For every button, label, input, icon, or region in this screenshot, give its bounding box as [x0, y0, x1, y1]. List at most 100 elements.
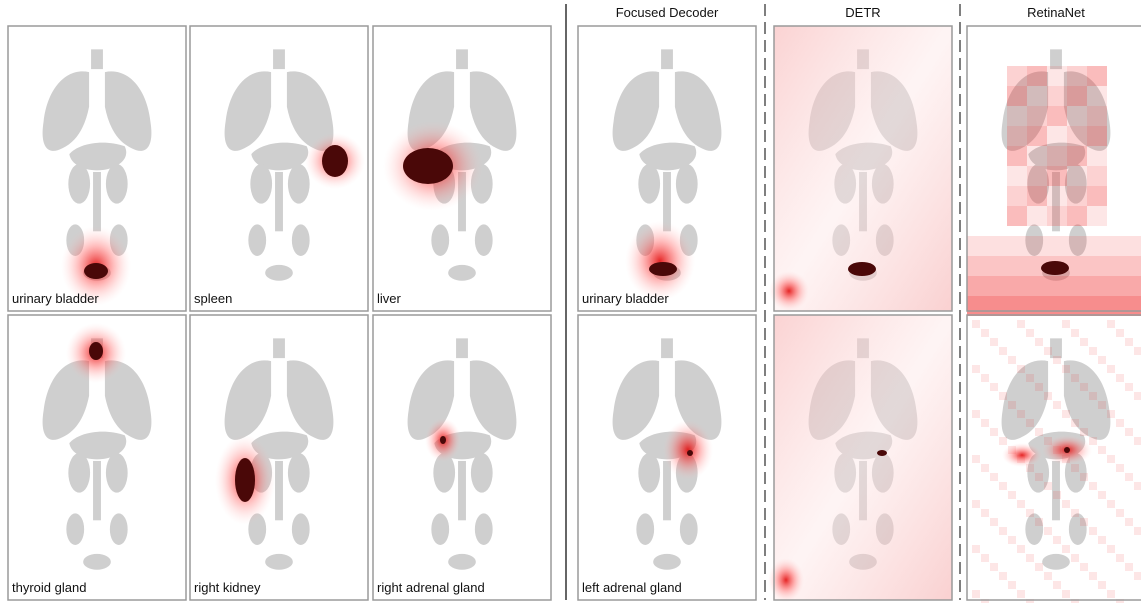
attention-cell [1047, 66, 1067, 86]
attention-cell [1067, 146, 1087, 166]
attention-cell [1008, 491, 1016, 499]
attention-cell [1067, 256, 1087, 276]
attention-cell [1047, 236, 1067, 256]
panel-label: thyroid gland [12, 580, 86, 595]
attention-cell [1062, 320, 1070, 328]
attention-cell [987, 296, 1007, 316]
attention-cell [1027, 126, 1047, 146]
attention-cell [1071, 509, 1079, 517]
attention-cell [1035, 518, 1043, 526]
attention-cell [1027, 256, 1047, 276]
attention-cell [1080, 518, 1088, 526]
panel-label: right kidney [194, 580, 261, 595]
panel: spleen [189, 25, 369, 312]
attention-cell [1007, 126, 1027, 146]
attention-cell [987, 236, 1007, 256]
attention-cell [1087, 86, 1107, 106]
attention-cell [1047, 166, 1067, 186]
attention-cell [1027, 66, 1047, 86]
attention-cell [1087, 276, 1107, 296]
attention-cell [967, 296, 987, 316]
attention-cell [1089, 572, 1097, 580]
attention-cell [1098, 401, 1106, 409]
organ [848, 262, 876, 276]
attention-cell [981, 509, 989, 517]
attention-cell [1017, 320, 1025, 328]
attention-cell [990, 518, 998, 526]
column-header: RetinaNet [1027, 5, 1085, 20]
attention-cell [1026, 509, 1034, 517]
attention-cell [999, 572, 1007, 580]
attention-cell [1047, 106, 1067, 126]
attention-cell [1107, 410, 1115, 418]
attention-cell [1044, 572, 1052, 580]
attention-cell [1067, 66, 1087, 86]
attention-cell [1107, 545, 1115, 553]
attention-cell [1087, 106, 1107, 126]
attention-cell [1044, 347, 1052, 355]
attention-cell [1027, 206, 1047, 226]
attention-cell [1080, 563, 1088, 571]
attention-cell [1089, 347, 1097, 355]
organ [440, 436, 446, 444]
attention-cell [1007, 296, 1027, 316]
attention-cell [1062, 410, 1070, 418]
attention-cell [1116, 599, 1124, 603]
attention-cell [1080, 338, 1088, 346]
attention-cell [1089, 392, 1097, 400]
attention-cell [1008, 356, 1016, 364]
attention-cell [1107, 320, 1115, 328]
attention-cell [1087, 66, 1107, 86]
attention-cell [1116, 419, 1124, 427]
attention-cell [1017, 365, 1025, 373]
attention-cell [1107, 455, 1115, 463]
attention-cell [1067, 86, 1087, 106]
attention-cell [990, 338, 998, 346]
attention-cell [981, 554, 989, 562]
attention-cell [1027, 186, 1047, 206]
panel-frame [7, 25, 187, 312]
attention-blob [769, 271, 809, 311]
attention-cell [1027, 296, 1047, 316]
attention-cell [967, 256, 987, 276]
panel-frame [966, 314, 1141, 601]
attention-cell [1017, 500, 1025, 508]
attention-cell [981, 374, 989, 382]
attention-cell [1035, 563, 1043, 571]
attention-cell [1087, 126, 1107, 146]
attention-cell [1007, 276, 1027, 296]
attention-cell [1107, 296, 1127, 316]
attention-cell [1125, 428, 1133, 436]
attention-cell [999, 482, 1007, 490]
attention-cell [1017, 590, 1025, 598]
attention-blob [768, 558, 804, 602]
attention-cell [1027, 236, 1047, 256]
attention-cell [1026, 554, 1034, 562]
attention-cell [1053, 401, 1061, 409]
panel: liver [372, 25, 552, 312]
attention-cell [1053, 581, 1061, 589]
panel-label: spleen [194, 291, 232, 306]
attention-cell [1062, 500, 1070, 508]
attention-cell [1008, 401, 1016, 409]
panel-label: right adrenal gland [377, 580, 485, 595]
attention-cell [1127, 276, 1141, 296]
attention-cell [1026, 374, 1034, 382]
attention-cell [1127, 296, 1141, 316]
attention-cell [1098, 356, 1106, 364]
attention-cell [987, 276, 1007, 296]
column-header: DETR [845, 5, 880, 20]
attention-cell [1098, 491, 1106, 499]
attention-cell [1007, 146, 1027, 166]
attention-cell [1107, 500, 1115, 508]
attention-cell [1008, 536, 1016, 544]
attention-cell [1134, 437, 1141, 445]
attention-cell [981, 464, 989, 472]
attention-cell [1007, 236, 1027, 256]
attention-cell [1087, 146, 1107, 166]
attention-cell [1116, 329, 1124, 337]
attention-cell [1044, 527, 1052, 535]
attention-cell [1071, 464, 1079, 472]
attention-cell [1047, 276, 1067, 296]
